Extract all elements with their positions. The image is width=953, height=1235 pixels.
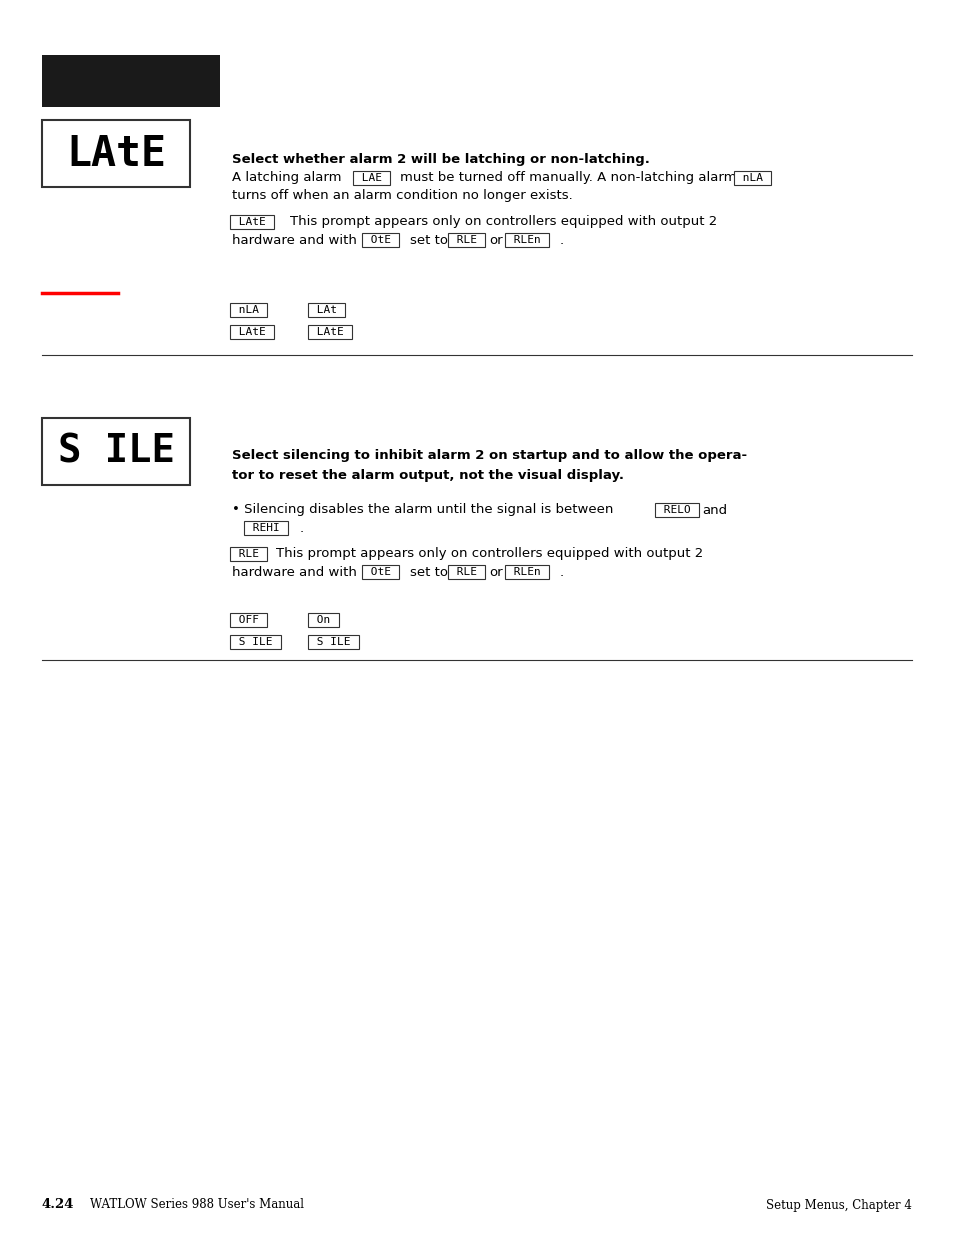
Text: LAE: LAE	[355, 173, 388, 183]
Text: LAtE: LAtE	[232, 327, 273, 337]
Text: .: .	[299, 521, 304, 535]
Text: OtE: OtE	[364, 567, 397, 577]
Text: Setup Menus, Chapter 4: Setup Menus, Chapter 4	[765, 1198, 911, 1212]
Text: This prompt appears only on controllers equipped with output 2: This prompt appears only on controllers …	[290, 215, 717, 228]
Text: .: .	[559, 566, 563, 578]
Text: RLE: RLE	[232, 550, 266, 559]
Text: REHI: REHI	[246, 522, 286, 534]
Text: • Silencing disables the alarm until the signal is between: • Silencing disables the alarm until the…	[232, 504, 613, 516]
Bar	[42, 56, 220, 107]
Text: turns off when an alarm condition no longer exists.: turns off when an alarm condition no lon…	[232, 189, 572, 203]
Text: S ILE: S ILE	[57, 432, 174, 471]
FancyBboxPatch shape	[42, 120, 190, 186]
Text: RLEn: RLEn	[506, 567, 547, 577]
Text: OFF: OFF	[232, 615, 266, 625]
Text: S ILE: S ILE	[310, 637, 356, 647]
Text: tor to reset the alarm output, not the visual display.: tor to reset the alarm output, not the v…	[232, 469, 623, 483]
Text: or: or	[489, 233, 502, 247]
Text: Select whether alarm 2 will be latching or non-latching.: Select whether alarm 2 will be latching …	[232, 153, 649, 167]
FancyBboxPatch shape	[42, 417, 190, 485]
Text: hardware and with: hardware and with	[232, 566, 356, 578]
Text: LAtE: LAtE	[310, 327, 350, 337]
Text: This prompt appears only on controllers equipped with output 2: This prompt appears only on controllers …	[275, 547, 702, 561]
Text: S ILE: S ILE	[232, 637, 279, 647]
Text: A latching alarm: A latching alarm	[232, 172, 341, 184]
Text: WATLOW Series 988 User's Manual: WATLOW Series 988 User's Manual	[90, 1198, 304, 1212]
Text: Select silencing to inhibit alarm 2 on startup and to allow the opera-: Select silencing to inhibit alarm 2 on s…	[232, 448, 746, 462]
Text: must be turned off manually. A non-latching alarm: must be turned off manually. A non-latch…	[399, 172, 736, 184]
Text: hardware and with: hardware and with	[232, 233, 356, 247]
Text: OtE: OtE	[364, 235, 397, 245]
Text: LAt: LAt	[310, 305, 343, 315]
Text: and: and	[701, 504, 726, 516]
Text: LAtE: LAtE	[232, 217, 273, 227]
Text: RLEn: RLEn	[506, 235, 547, 245]
Text: or: or	[489, 566, 502, 578]
Text: nLA: nLA	[735, 173, 769, 183]
Text: LAtE: LAtE	[66, 132, 166, 174]
Text: set to: set to	[410, 233, 448, 247]
Text: set to: set to	[410, 566, 448, 578]
Text: RELO: RELO	[657, 505, 697, 515]
Text: RLE: RLE	[450, 567, 483, 577]
Text: RLE: RLE	[450, 235, 483, 245]
Text: nLA: nLA	[232, 305, 266, 315]
Text: .: .	[559, 233, 563, 247]
Text: 4.24: 4.24	[42, 1198, 74, 1212]
Text: On: On	[310, 615, 336, 625]
